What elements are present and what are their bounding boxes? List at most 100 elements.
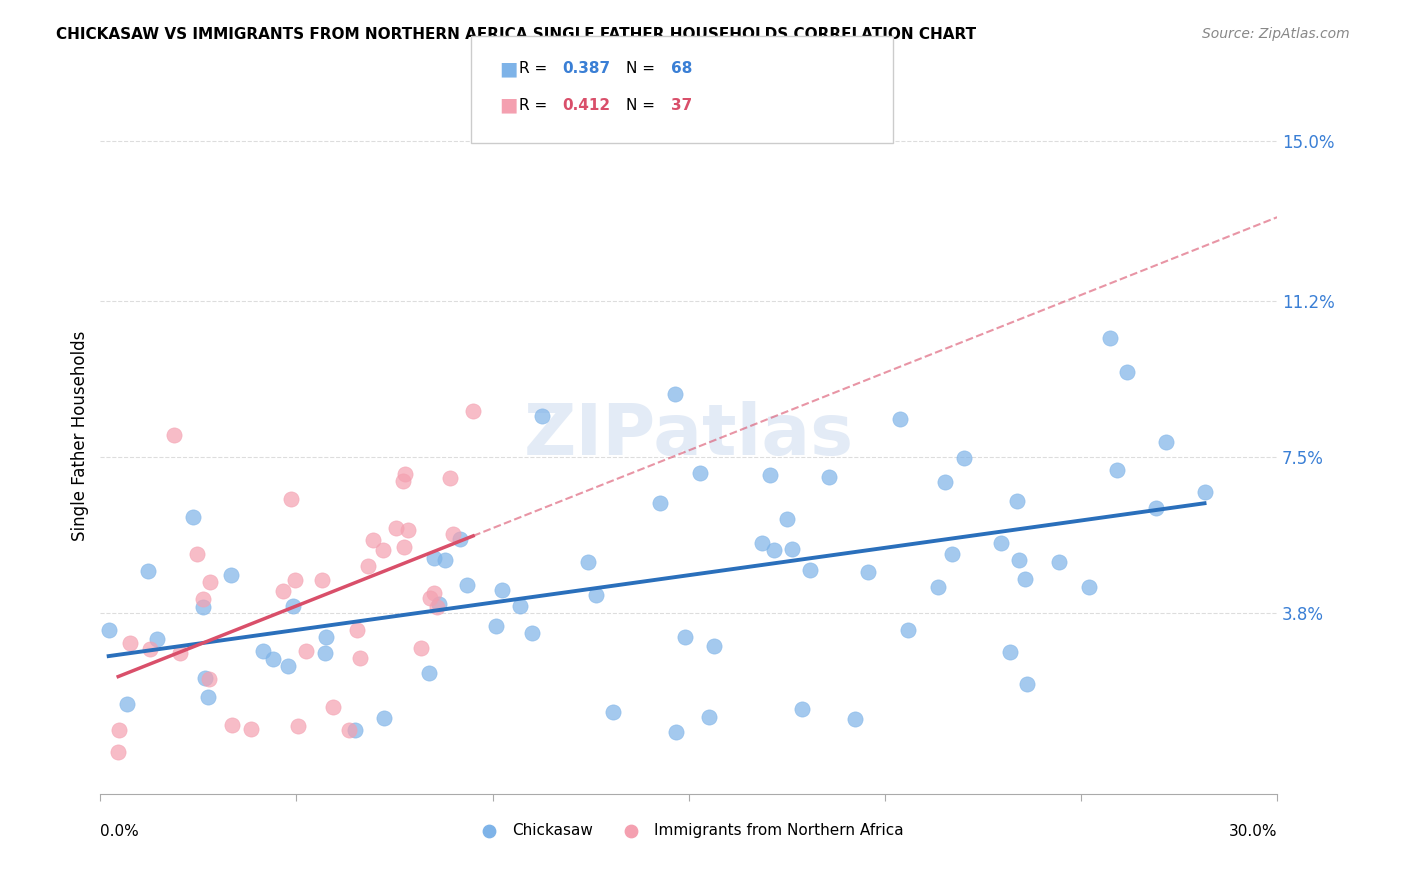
Point <box>357 559 380 574</box>
Point <box>373 711 395 725</box>
Point <box>673 630 696 644</box>
Point <box>456 578 478 592</box>
Point <box>284 573 307 587</box>
Text: R =: R = <box>519 98 553 112</box>
Point <box>449 532 471 546</box>
Point <box>1156 435 1178 450</box>
Point <box>396 523 419 537</box>
Point <box>163 428 186 442</box>
Point <box>262 652 284 666</box>
Text: 0.0%: 0.0% <box>100 823 139 838</box>
Point <box>751 536 773 550</box>
Point <box>602 705 624 719</box>
Point <box>782 542 804 557</box>
Point <box>1008 553 1031 567</box>
Point <box>194 671 217 685</box>
Point <box>1078 580 1101 594</box>
Point <box>120 636 142 650</box>
Text: ■: ■ <box>499 95 517 115</box>
Point <box>1194 484 1216 499</box>
Point <box>418 666 440 681</box>
Point <box>1005 494 1028 508</box>
Point <box>221 718 243 732</box>
Point <box>169 647 191 661</box>
Point <box>1105 463 1128 477</box>
Point <box>1115 365 1137 379</box>
Point <box>664 386 686 401</box>
Point <box>934 475 956 489</box>
Point <box>138 642 160 657</box>
Point <box>758 467 780 482</box>
Point <box>423 586 446 600</box>
Text: CHICKASAW VS IMMIGRANTS FROM NORTHERN AFRICA SINGLE FATHER HOUSEHOLDS CORRELATIO: CHICKASAW VS IMMIGRANTS FROM NORTHERN AF… <box>56 27 976 42</box>
Point <box>441 527 464 541</box>
Point <box>315 630 337 644</box>
Point <box>818 470 841 484</box>
Point <box>385 520 408 534</box>
Point <box>314 647 336 661</box>
Point <box>665 725 688 739</box>
Point <box>339 723 361 737</box>
Point <box>419 591 441 605</box>
Point <box>392 474 415 488</box>
Point <box>941 548 963 562</box>
Point <box>322 699 344 714</box>
Point <box>193 591 215 606</box>
Point <box>280 492 302 507</box>
Point <box>287 719 309 733</box>
Point <box>343 723 366 737</box>
Point <box>1144 501 1167 516</box>
Point <box>990 536 1012 550</box>
Point <box>107 745 129 759</box>
Point <box>998 645 1021 659</box>
Point <box>897 623 920 637</box>
Point <box>648 496 671 510</box>
Text: ZIPatlas: ZIPatlas <box>523 401 853 470</box>
Point <box>844 712 866 726</box>
Text: ■: ■ <box>499 59 517 78</box>
Point <box>522 625 544 640</box>
Point <box>697 710 720 724</box>
Point <box>1017 676 1039 690</box>
Text: 30.0%: 30.0% <box>1229 823 1277 838</box>
Point <box>311 573 333 587</box>
Point <box>1047 555 1070 569</box>
Text: 37: 37 <box>671 98 692 112</box>
Text: Source: ZipAtlas.com: Source: ZipAtlas.com <box>1202 27 1350 41</box>
Point <box>411 640 433 655</box>
Point <box>509 599 531 613</box>
Point <box>392 540 415 554</box>
Point <box>703 639 725 653</box>
Point <box>219 568 242 582</box>
Point <box>181 510 204 524</box>
Y-axis label: Single Father Households: Single Father Households <box>72 331 89 541</box>
Point <box>191 599 214 614</box>
Point <box>762 542 785 557</box>
Text: 68: 68 <box>671 62 692 76</box>
Point <box>461 403 484 417</box>
Point <box>394 467 416 482</box>
Text: 0.387: 0.387 <box>562 62 610 76</box>
Point <box>790 702 813 716</box>
Point <box>107 723 129 737</box>
Point <box>427 598 450 612</box>
Point <box>281 599 304 613</box>
Point <box>1099 331 1122 345</box>
Point <box>197 690 219 704</box>
Point <box>426 600 449 615</box>
Point <box>491 583 513 598</box>
Point <box>439 471 461 485</box>
Point <box>145 632 167 646</box>
Point <box>576 555 599 569</box>
Point <box>198 574 221 589</box>
Point <box>1014 572 1036 586</box>
Point <box>277 659 299 673</box>
Point <box>361 533 384 548</box>
Point <box>585 588 607 602</box>
Text: N =: N = <box>626 62 659 76</box>
Text: N =: N = <box>626 98 659 112</box>
Point <box>197 672 219 686</box>
Legend: Chickasaw, Immigrants from Northern Africa: Chickasaw, Immigrants from Northern Afri… <box>468 816 910 844</box>
Point <box>186 547 208 561</box>
Point <box>799 562 821 576</box>
